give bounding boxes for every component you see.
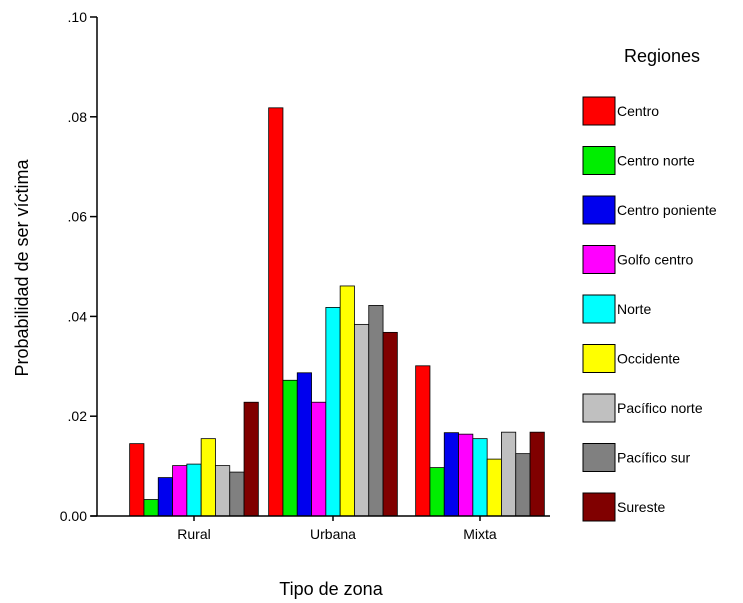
bar-mixta-norte: [472, 438, 488, 517]
y-tick-label: .06: [68, 209, 88, 225]
legend-label: Norte: [617, 301, 651, 317]
x-tick-label: Urbana: [310, 526, 356, 542]
bar-urbana-centro: [268, 107, 284, 517]
legend-swatch: [582, 393, 616, 423]
legend-label: Golfo centro: [617, 252, 693, 268]
bar-mixta-pacífico-sur: [515, 453, 531, 517]
bar-urbana-centro-poniente: [296, 372, 312, 517]
bar-urbana-centro-norte: [282, 379, 298, 517]
y-tick-label: .08: [68, 109, 88, 125]
legend-swatch: [582, 443, 616, 472]
bar-rural-centro-norte: [143, 499, 159, 517]
bar-rural-pacífico-norte: [215, 465, 231, 517]
legend-label: Pacífico sur: [617, 450, 690, 466]
y-axis-title: Probabilidad de ser víctima: [12, 158, 32, 376]
axes-layer: .10 .08 .06 .04 .02 0.00 Rural Urbana Mixta: [60, 9, 550, 542]
legend-label: Centro poniente: [617, 202, 717, 218]
legend-label: Centro: [617, 103, 659, 119]
y-tick-label: .10: [68, 9, 88, 25]
legend: Regiones Centro Centro norte Centro ponien…: [582, 46, 717, 522]
x-tick-label: Rural: [177, 526, 210, 542]
legend-swatch: [582, 146, 616, 175]
bar-mixta-occidente: [486, 458, 502, 517]
bar-rural-norte: [186, 463, 202, 517]
bar-urbana-norte: [325, 307, 341, 517]
legend-swatch: [582, 245, 616, 274]
legend-swatch: [582, 294, 616, 324]
bar-mixta-golfo-centro: [458, 433, 474, 517]
bar-urbana-sureste: [382, 331, 398, 517]
bar-rural-centro: [129, 443, 145, 517]
bar-urbana-occidente: [339, 285, 355, 517]
legend-swatch: [582, 195, 616, 225]
bar-rural-centro-poniente: [157, 477, 173, 517]
bar-urbana-pacífico-norte: [354, 323, 370, 517]
legend-label: Pacífico norte: [617, 400, 703, 416]
legend-label: Sureste: [617, 499, 665, 515]
bar-mixta-centro: [415, 365, 431, 517]
x-tick-label: Mixta: [463, 526, 497, 542]
bar-rural-golfo-centro: [172, 465, 188, 517]
legend-swatch: [582, 96, 616, 126]
bar-mixta-centro-norte: [429, 467, 445, 517]
bar-rural-occidente: [200, 438, 216, 517]
y-tick-label: .04: [68, 308, 88, 324]
legend-label: Centro norte: [617, 153, 695, 169]
bar-rural-sureste: [243, 401, 259, 517]
bar-mixta-centro-poniente: [443, 432, 459, 517]
bars-layer: [129, 107, 545, 517]
legend-title: Regiones: [624, 46, 700, 66]
legend-swatch: [582, 492, 616, 522]
y-tick-label: 0.00: [60, 508, 87, 524]
y-tick-label: .02: [68, 408, 88, 424]
legend-swatch: [582, 344, 616, 373]
bar-urbana-golfo-centro: [311, 401, 327, 517]
bar-urbana-pacífico-sur: [368, 305, 384, 517]
bar-rural-pacífico-sur: [229, 471, 245, 517]
bar-mixta-sureste: [529, 431, 545, 517]
x-axis-title: Tipo de zona: [279, 579, 383, 599]
legend-label: Occidente: [617, 351, 680, 367]
bar-mixta-pacífico-norte: [501, 431, 517, 517]
